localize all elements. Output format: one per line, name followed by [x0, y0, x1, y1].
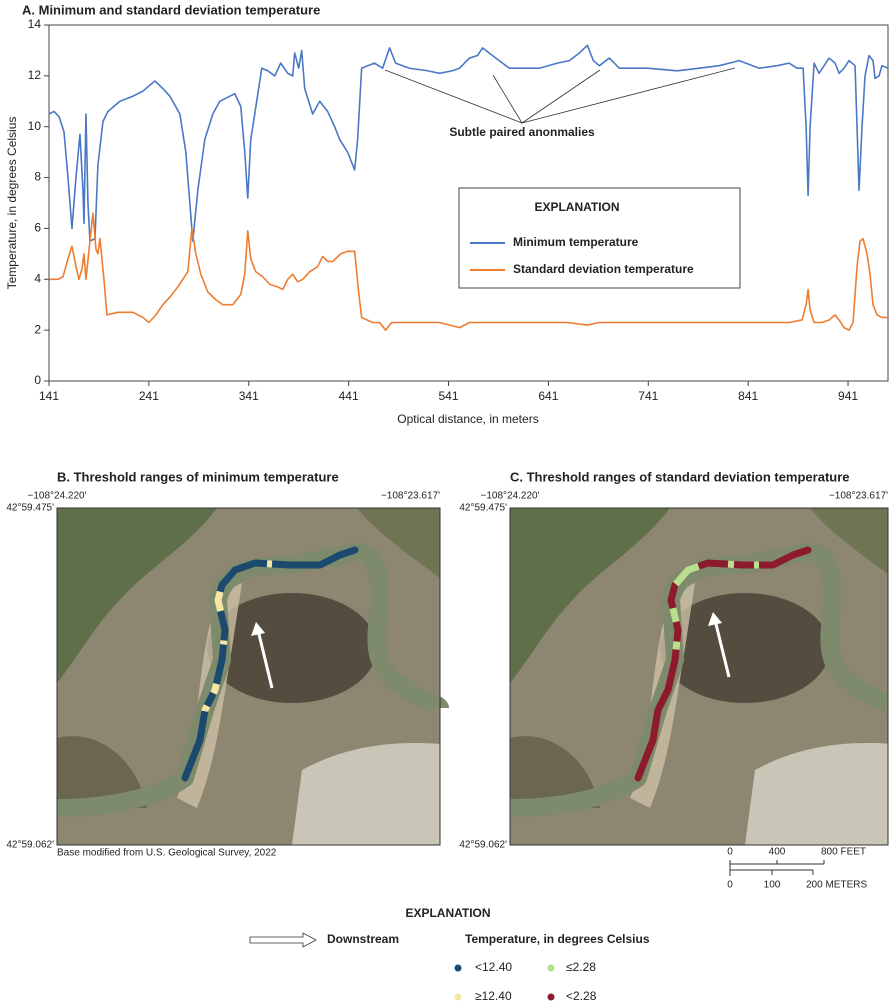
x-axis-label: Optical distance, in meters: [397, 412, 538, 426]
map-title: C. Threshold ranges of standard deviatio…: [510, 469, 850, 484]
scale-label: 400: [769, 847, 786, 858]
route-above: [181, 546, 357, 780]
lon-label: −108°23.617': [829, 491, 888, 502]
map-title: B. Threshold ranges of minimum temperatu…: [57, 469, 339, 484]
annotation-leaders: [384, 67, 736, 124]
legend-label: Standard deviation temperature: [513, 262, 694, 276]
map-image: [57, 508, 440, 845]
panel-title: A. Minimum and standard deviation temper…: [22, 2, 320, 17]
flow-arrow: [713, 619, 731, 678]
x-tick-label: 641: [538, 389, 558, 403]
map-viewport: [510, 508, 893, 845]
scale-label: 0: [727, 880, 733, 891]
explanation-title: EXPLANATION: [405, 906, 490, 920]
y-tick-label: 2: [34, 322, 41, 336]
credit: Base modified from U.S. Geological Surve…: [57, 848, 277, 859]
y-tick-label: 4: [34, 271, 41, 285]
downstream-label: Downstream: [327, 932, 399, 946]
legend: Minimum temperature Standard deviation te…: [470, 235, 694, 276]
annotation: Subtle paired anonmalies: [449, 125, 595, 139]
map-frame: [56, 507, 441, 846]
x-tick-label: 741: [638, 389, 658, 403]
y-tick-label: 14: [28, 17, 42, 31]
lat-label: 42°59.062': [459, 840, 507, 851]
plot-frame: [48, 24, 889, 382]
x-tick-label: 941: [838, 389, 858, 403]
legend-swatch: [547, 993, 555, 1001]
route-below: [634, 546, 812, 782]
legend-label: <12.40: [475, 960, 512, 974]
downstream-arrow: [249, 932, 317, 948]
stream-route: [634, 546, 812, 782]
lon-label: −108°23.617': [381, 491, 440, 502]
flow-arrow-head: [251, 622, 265, 636]
leader-line: [492, 74, 523, 124]
series-line: [48, 44, 889, 242]
legend-title: EXPLANATION: [534, 200, 619, 214]
scale-label: 200 METERS: [806, 880, 867, 891]
legend-swatch: [454, 993, 462, 1001]
x-tick-label: 841: [738, 389, 758, 403]
y-axis-label: Temperature, in degrees Celsius: [5, 117, 19, 290]
legend-heading: Temperature, in degrees Celsius: [465, 932, 650, 946]
flow-arrow-head: [708, 612, 722, 626]
legend-box: [458, 187, 741, 289]
leader-line: [521, 69, 601, 124]
x-tick-label: 541: [439, 389, 459, 403]
x-tick-label: 141: [39, 389, 59, 403]
legend-swatch: [454, 964, 462, 972]
legend-label: ≤2.28: [566, 960, 596, 974]
legend-label: ≥12.40: [475, 989, 512, 1003]
map-image: [510, 508, 893, 845]
legend-label: Minimum temperature: [513, 235, 639, 249]
y-tick-label: 10: [28, 119, 42, 133]
x-tick-label: 241: [139, 389, 159, 403]
lon-label: −108°24.220': [27, 491, 86, 502]
scale-label: 800 FEET: [821, 847, 866, 858]
flow-arrow: [256, 629, 274, 689]
lon-label: −108°24.220': [480, 491, 539, 502]
plot-area: 0 2 4 6 8 10 12 14 141 241 341 441 541 641 741 841 941: [28, 17, 889, 403]
x-tick-label: 341: [239, 389, 259, 403]
legend-label: <2.28: [566, 989, 597, 1003]
lat-label: 42°59.062': [6, 840, 54, 851]
scale-bar: [729, 860, 825, 876]
leader-line: [384, 69, 523, 124]
y-tick-label: 8: [34, 170, 41, 184]
lat-label: 42°59.475': [459, 503, 507, 514]
series-line: [49, 212, 888, 331]
scale-label: 100: [764, 880, 781, 891]
leader-line: [521, 67, 736, 124]
scale-label: 0: [727, 847, 733, 858]
y-tick-label: 0: [34, 373, 41, 387]
map-frame: [509, 507, 889, 846]
lat-label: 42°59.475': [6, 503, 54, 514]
y-tick-label: 12: [28, 68, 42, 82]
y-tick-label: 6: [34, 221, 41, 235]
legend-swatch: [547, 964, 555, 972]
x-tick-label: 441: [339, 389, 359, 403]
stream-route: [181, 546, 359, 782]
